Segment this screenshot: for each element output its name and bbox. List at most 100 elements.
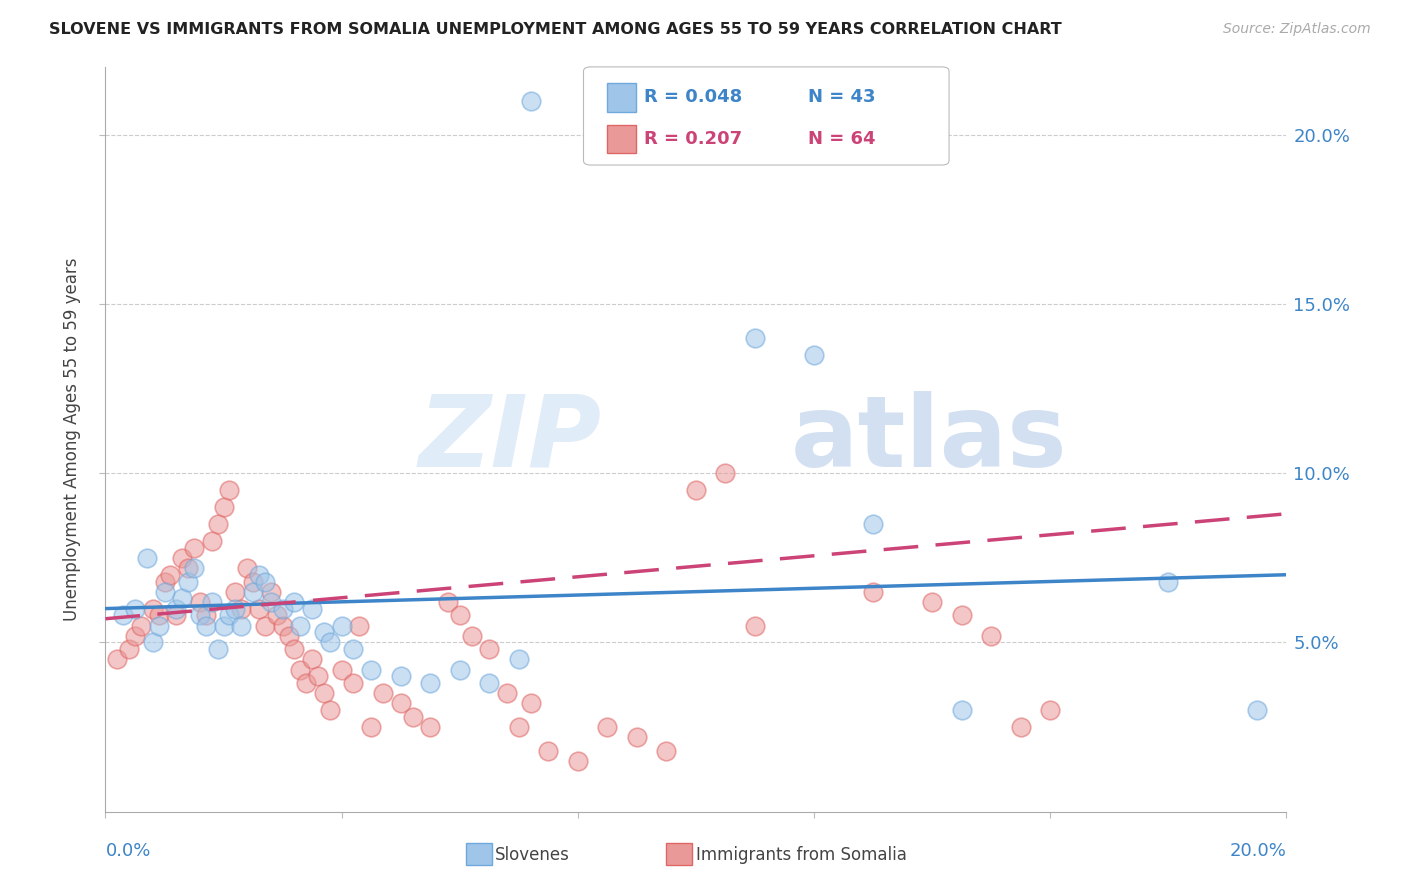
Text: 0.0%: 0.0% [105, 841, 150, 860]
FancyBboxPatch shape [666, 843, 692, 865]
Text: Source: ZipAtlas.com: Source: ZipAtlas.com [1223, 22, 1371, 37]
Text: Slovenes: Slovenes [495, 846, 569, 864]
Point [283, 595, 305, 609]
Point [260, 595, 283, 609]
Point [253, 618, 276, 632]
Point [342, 676, 364, 690]
Point [950, 608, 973, 623]
Point [685, 483, 707, 497]
Point [862, 584, 884, 599]
Point [312, 625, 335, 640]
Point [330, 618, 353, 632]
Point [330, 663, 353, 677]
Point [172, 550, 194, 565]
Point [478, 642, 501, 657]
Point [183, 561, 205, 575]
Point [371, 686, 394, 700]
Point [360, 720, 382, 734]
Point [437, 595, 460, 609]
Point [218, 608, 240, 623]
Point [124, 629, 146, 643]
Point [921, 595, 943, 609]
Point [135, 550, 157, 565]
Point [744, 618, 766, 632]
Point [596, 720, 619, 734]
Point [460, 629, 482, 643]
Point [714, 466, 737, 480]
Point [342, 642, 364, 657]
Point [142, 635, 165, 649]
Point [159, 567, 181, 582]
Point [277, 629, 299, 643]
Text: N = 64: N = 64 [808, 130, 876, 148]
Point [307, 669, 329, 683]
Point [567, 754, 589, 768]
Point [124, 601, 146, 615]
Point [537, 744, 560, 758]
Point [148, 618, 170, 632]
Point [980, 629, 1002, 643]
Point [142, 601, 165, 615]
Point [301, 601, 323, 615]
Point [218, 483, 240, 497]
Point [449, 608, 471, 623]
Point [112, 608, 135, 623]
Point [419, 676, 441, 690]
Point [207, 642, 229, 657]
Point [1010, 720, 1032, 734]
Point [260, 584, 283, 599]
Text: N = 43: N = 43 [808, 88, 876, 106]
Point [207, 516, 229, 531]
Point [508, 720, 530, 734]
Point [129, 618, 152, 632]
Text: ZIP: ZIP [419, 391, 602, 488]
FancyBboxPatch shape [465, 843, 492, 865]
Point [153, 584, 176, 599]
Point [118, 642, 141, 657]
Point [247, 601, 270, 615]
Point [744, 331, 766, 345]
Point [183, 541, 205, 555]
Point [194, 608, 217, 623]
Point [496, 686, 519, 700]
Point [290, 618, 312, 632]
Point [271, 618, 294, 632]
Point [295, 676, 318, 690]
Point [389, 669, 412, 683]
Text: R = 0.048: R = 0.048 [644, 88, 742, 106]
Point [1157, 574, 1180, 589]
Point [862, 516, 884, 531]
Point [301, 652, 323, 666]
Point [224, 584, 246, 599]
Point [231, 601, 253, 615]
Point [283, 642, 305, 657]
Point [950, 703, 973, 717]
Point [242, 584, 264, 599]
Point [105, 652, 128, 666]
Point [419, 720, 441, 734]
Point [319, 635, 342, 649]
Point [177, 561, 200, 575]
Point [290, 663, 312, 677]
Text: R = 0.207: R = 0.207 [644, 130, 742, 148]
Point [231, 618, 253, 632]
Point [165, 601, 187, 615]
Point [188, 608, 211, 623]
Point [212, 618, 235, 632]
Point [201, 595, 224, 609]
Point [247, 567, 270, 582]
Point [478, 676, 501, 690]
Point [508, 652, 530, 666]
Y-axis label: Unemployment Among Ages 55 to 59 years: Unemployment Among Ages 55 to 59 years [63, 258, 82, 621]
Point [177, 574, 200, 589]
Point [389, 697, 412, 711]
Point [194, 618, 217, 632]
Point [449, 663, 471, 677]
Point [212, 500, 235, 514]
Point [312, 686, 335, 700]
Point [266, 608, 288, 623]
Point [519, 697, 541, 711]
Text: 20.0%: 20.0% [1230, 841, 1286, 860]
Point [360, 663, 382, 677]
Point [253, 574, 276, 589]
